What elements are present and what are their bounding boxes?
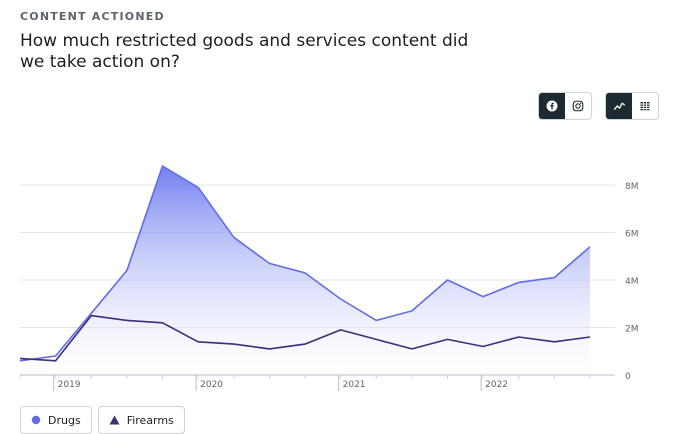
section-eyebrow: CONTENT ACTIONED xyxy=(20,10,165,23)
table-icon xyxy=(640,102,650,111)
firearms-point[interactable] xyxy=(445,336,451,342)
drugs-point[interactable] xyxy=(516,279,522,285)
firearms-point[interactable] xyxy=(338,327,344,333)
instagram-icon xyxy=(572,100,584,112)
y-tick-label: 4M xyxy=(625,277,639,287)
firearms-line xyxy=(19,314,591,362)
x-tick-label: 2021 xyxy=(343,380,366,390)
drugs-point[interactable] xyxy=(124,268,130,274)
firearms-point[interactable] xyxy=(302,341,308,347)
table-view-button[interactable] xyxy=(632,93,658,119)
drugs-point[interactable] xyxy=(587,244,593,250)
firearms-point[interactable] xyxy=(53,358,59,364)
drugs-line xyxy=(19,165,591,362)
chart-legend: Drugs Firearms xyxy=(20,406,185,434)
firearms-point[interactable] xyxy=(551,339,557,345)
firearms-point[interactable] xyxy=(231,341,237,347)
firearms-point[interactable] xyxy=(88,313,94,319)
drugs-point[interactable] xyxy=(338,296,344,302)
line-chart-icon xyxy=(613,102,625,110)
drugs-point[interactable] xyxy=(480,294,486,300)
x-tick-label: 2019 xyxy=(58,380,81,390)
firearms-point[interactable] xyxy=(195,339,201,345)
x-tick-label: 2020 xyxy=(200,380,223,390)
chart-view-button[interactable] xyxy=(606,93,632,119)
drugs-point[interactable] xyxy=(445,277,451,283)
y-tick-label: 0 xyxy=(625,372,631,382)
x-tick-label: 2022 xyxy=(485,380,508,390)
y-tick-label: 6M xyxy=(625,230,639,240)
drugs-point[interactable] xyxy=(266,260,272,266)
drugs-point[interactable] xyxy=(373,317,379,323)
legend-label: Firearms xyxy=(126,413,174,427)
legend-item-drugs[interactable]: Drugs xyxy=(20,406,92,434)
firearms-point[interactable] xyxy=(266,346,272,352)
drugs-point[interactable] xyxy=(195,184,201,190)
triangle-marker-icon xyxy=(109,415,120,425)
firearms-point[interactable] xyxy=(587,334,593,340)
firearms-point[interactable] xyxy=(160,320,166,326)
instagram-button[interactable] xyxy=(565,93,591,119)
area-chart: 0 2M 4M 6M 8M 2019 2020 2021 2022 xyxy=(17,163,639,391)
drugs-point[interactable] xyxy=(551,275,557,281)
circle-marker-icon xyxy=(31,415,41,425)
platform-toggle xyxy=(538,92,592,120)
facebook-button[interactable] xyxy=(539,93,565,119)
facebook-icon xyxy=(546,100,558,112)
firearms-point[interactable] xyxy=(17,355,23,361)
view-toggle xyxy=(605,92,659,120)
firearms-point[interactable] xyxy=(124,317,130,323)
drugs-point[interactable] xyxy=(302,270,308,276)
drugs-point[interactable] xyxy=(409,308,415,314)
firearms-point[interactable] xyxy=(373,336,379,342)
firearms-point[interactable] xyxy=(480,344,486,350)
chart-container: 0 2M 4M 6M 8M 2019 2020 2021 2022 xyxy=(0,150,700,400)
page-title: How much restricted goods and services c… xyxy=(20,31,469,72)
firearms-point[interactable] xyxy=(516,334,522,340)
drugs-point[interactable] xyxy=(160,163,166,169)
firearms-point[interactable] xyxy=(409,346,415,352)
y-tick-label: 2M xyxy=(625,325,639,335)
drugs-point[interactable] xyxy=(231,234,237,240)
legend-item-firearms[interactable]: Firearms xyxy=(97,406,185,434)
y-tick-label: 8M xyxy=(625,182,639,192)
legend-label: Drugs xyxy=(48,413,81,427)
